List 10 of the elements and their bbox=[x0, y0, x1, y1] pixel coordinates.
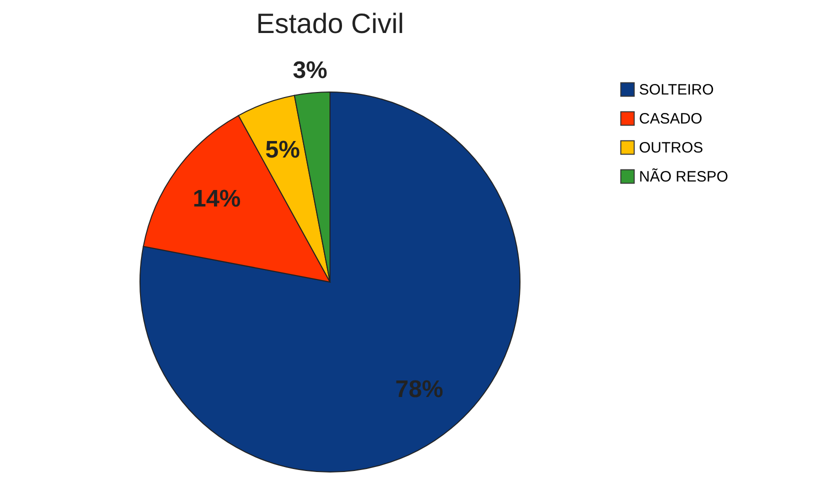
data-label: 3% bbox=[292, 56, 328, 84]
pie-slice bbox=[140, 92, 520, 472]
data-label: 78% bbox=[395, 376, 444, 403]
data-label: 5% bbox=[265, 136, 300, 164]
legend-label: SOLTEIRO bbox=[639, 82, 714, 98]
legend-label: NÃO RESPO bbox=[639, 168, 728, 186]
legend-label: CASADO bbox=[639, 110, 702, 128]
legend-label: OUTROS bbox=[639, 140, 704, 156]
chart-title: Estado Civil bbox=[256, 8, 404, 39]
data-label: 14% bbox=[192, 186, 241, 213]
